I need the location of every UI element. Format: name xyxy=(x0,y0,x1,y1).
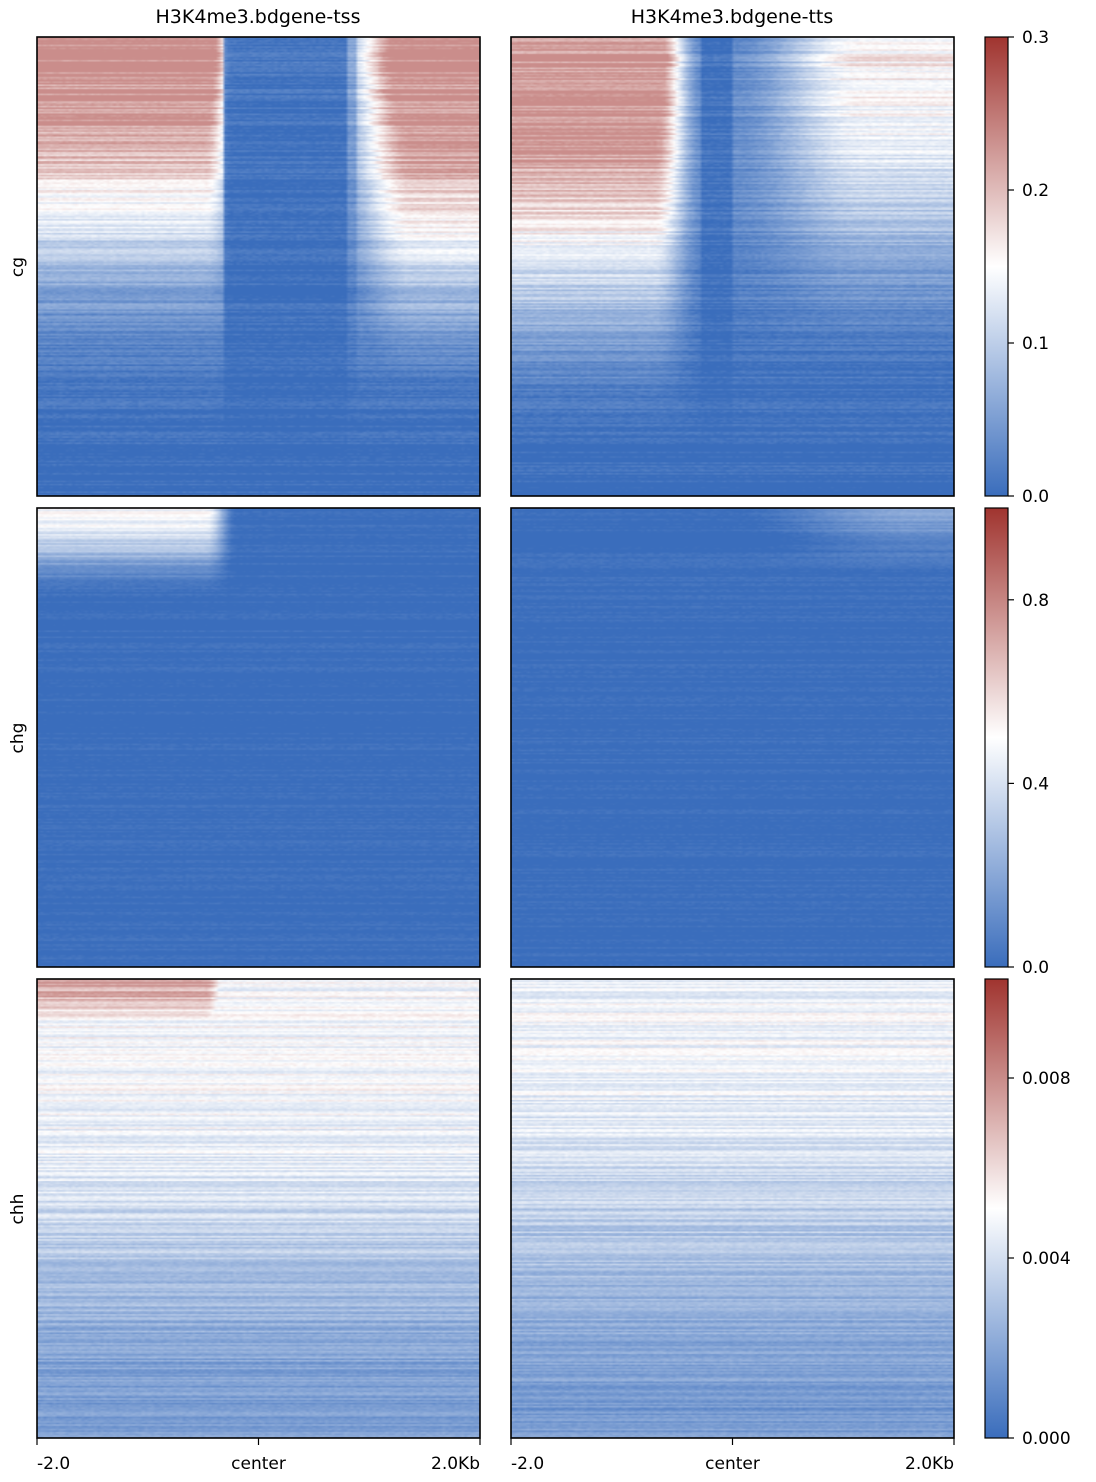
x-tick-label-center-tts: center xyxy=(705,1454,760,1474)
colorbar-chg-tick-label: 0.8 xyxy=(1022,591,1049,611)
heatmap-panel-chg-tss xyxy=(36,507,481,968)
colorbar-chg xyxy=(984,507,1009,968)
x-tick-label-start-tss: -2.0 xyxy=(37,1454,70,1474)
colorbar-chh xyxy=(984,978,1009,1439)
heatmap-panel-chh-tss xyxy=(36,978,481,1439)
colorbar-cg-tick-label: 0.3 xyxy=(1022,28,1049,48)
row-label-cg: cg xyxy=(8,257,28,277)
colorbar-chg-tick-label: 0.0 xyxy=(1022,958,1049,978)
column-title-tss: H3K4me3.bdgene-tss xyxy=(156,6,361,28)
x-tick-label-end-tss: 2.0Kb xyxy=(431,1454,480,1474)
colorbar-chh-tick-label: 0.004 xyxy=(1022,1249,1071,1269)
x-tick-label-center-tss: center xyxy=(231,1454,286,1474)
heatmap-panel-chg-tts xyxy=(510,507,955,968)
colorbar-cg-tick-label: 0.2 xyxy=(1022,181,1049,201)
x-tick-label-start-tts: -2.0 xyxy=(511,1454,544,1474)
heatmap-panel-cg-tts xyxy=(510,36,955,497)
x-axis-tss xyxy=(36,1438,481,1445)
row-label-chh: chh xyxy=(8,1194,28,1225)
heatmap-panel-chh-tts xyxy=(510,978,955,1439)
colorbar-cg-tick-label: 0.0 xyxy=(1022,487,1049,507)
colorbar-chg-tick-label: 0.4 xyxy=(1022,774,1049,794)
colorbar-chh-tick-label: 0.008 xyxy=(1022,1069,1071,1089)
row-label-chg: chg xyxy=(8,723,28,754)
column-title-tts: H3K4me3.bdgene-tts xyxy=(631,6,834,28)
colorbar-cg xyxy=(984,36,1009,497)
colorbar-cg-tick-label: 0.1 xyxy=(1022,334,1049,354)
x-axis-tts xyxy=(510,1438,955,1445)
heatmap-panel-cg-tss xyxy=(36,36,481,497)
x-tick-label-end-tts: 2.0Kb xyxy=(905,1454,954,1474)
colorbar-chh-tick-label: 0.000 xyxy=(1022,1429,1071,1449)
